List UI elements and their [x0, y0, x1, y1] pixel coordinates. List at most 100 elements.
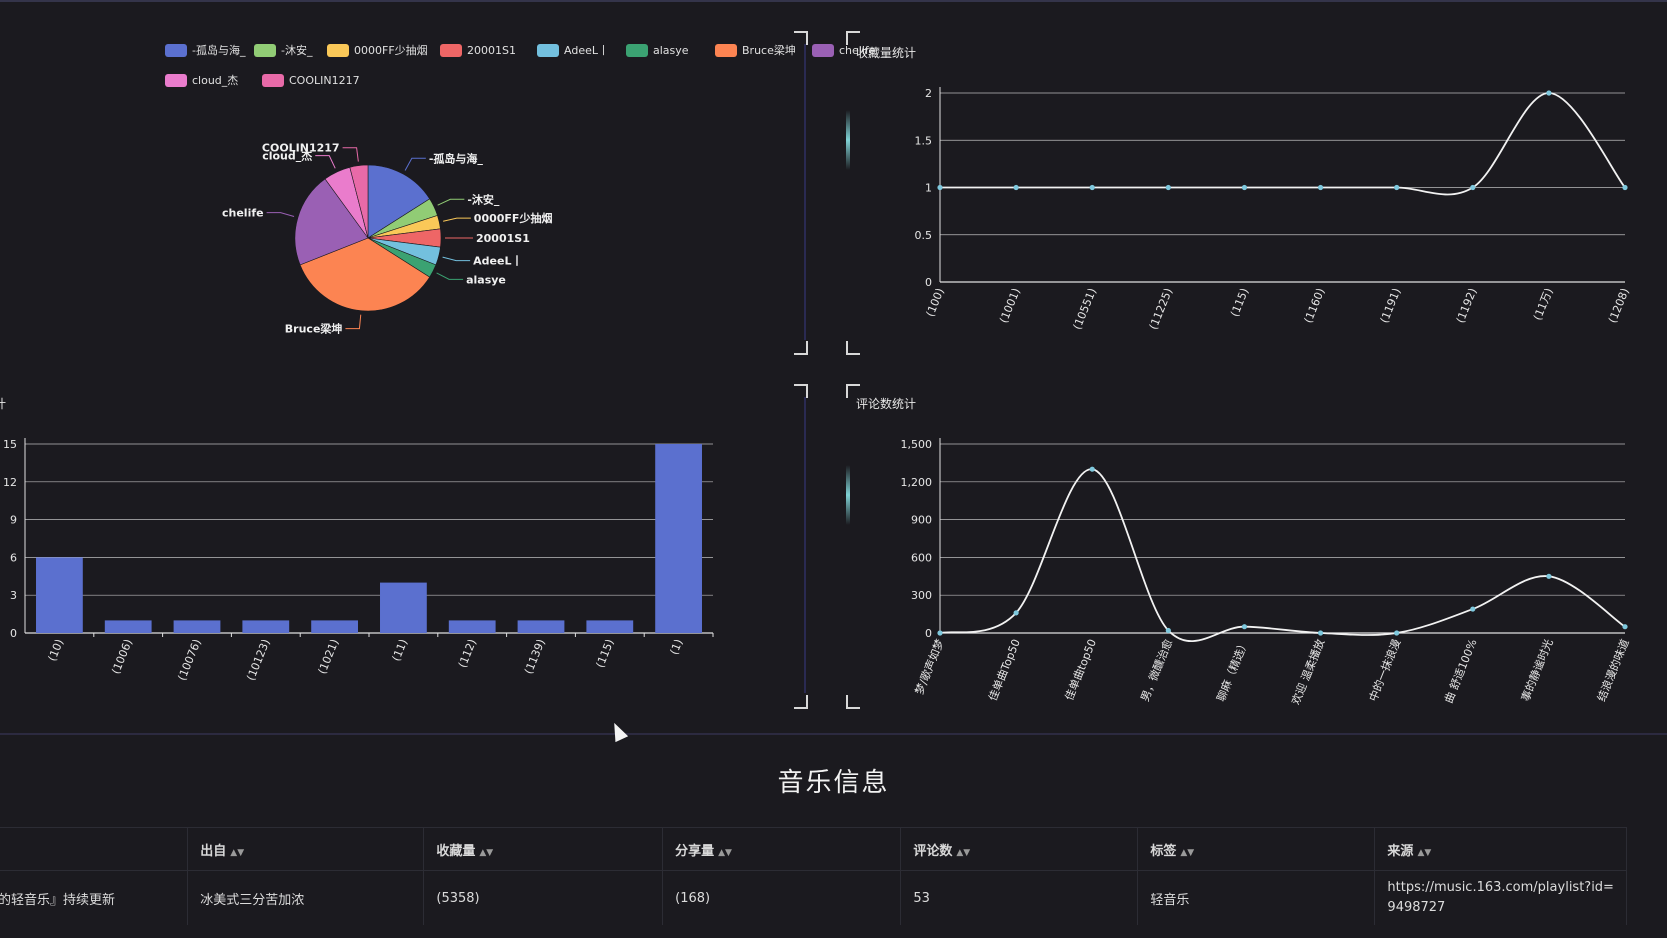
legend-swatch [262, 74, 284, 87]
sort-icon[interactable]: ▲▼ [1180, 847, 1195, 858]
column-header-name[interactable]: ▲▼ [0, 827, 189, 871]
legend-label: Bruce梁坤 [742, 43, 796, 57]
pie-slice-label: 20001S1 [476, 232, 530, 245]
bar [586, 620, 634, 633]
data-point [1394, 630, 1400, 636]
y-tick-label: 0.5 [915, 229, 933, 242]
y-tick-label: 2 [925, 87, 932, 100]
x-tick-label: (115) [1228, 286, 1251, 318]
mouse-cursor-icon [607, 719, 629, 743]
bar [380, 582, 427, 633]
data-point [1546, 573, 1552, 579]
pie-slice-label: AdeeL丨 [473, 255, 522, 268]
data-point [1470, 184, 1476, 191]
series-line [939, 468, 1626, 642]
cell-author: 冰美式三分苦加浓 [187, 870, 425, 925]
column-header-shares[interactable]: 分享量 ▲▼ [662, 827, 902, 871]
x-tick-label: 曲 舒适100% [1441, 637, 1479, 705]
x-tick-label: (1021) [316, 637, 342, 676]
frame-corner [846, 341, 860, 355]
sort-icon[interactable]: ▲▼ [1417, 847, 1432, 858]
x-tick-label: (115) [593, 637, 616, 669]
frame-corner [794, 384, 808, 398]
column-header-favorites[interactable]: 收藏量 ▲▼ [423, 827, 664, 871]
legend-label: chelife [839, 44, 876, 57]
scroll-indicator [846, 465, 850, 525]
cell-source[interactable]: https://music.163.com/playlist?id= 94987… [1374, 870, 1627, 925]
column-header-tag[interactable]: 标签 ▲▼ [1137, 827, 1376, 871]
sort-icon[interactable]: ▲▼ [479, 847, 494, 858]
pie-label-line [442, 256, 471, 262]
x-tick-label: 梦/歌声如梦 [912, 637, 947, 697]
legend-label: alasye [653, 44, 689, 57]
x-tick-label: 中的一抹浪漫 [1366, 637, 1404, 703]
favorites-chart-panel: 收藏量统计 0 0.5 1 1.5 2 (100) (1001) (10551) (11225)… [840, 0, 1667, 355]
data-point [1394, 184, 1400, 191]
legend-swatch [537, 44, 559, 57]
y-tick-label: 600 [911, 551, 932, 564]
x-tick-label: (10551) [1071, 286, 1099, 331]
x-tick-label: 事的静谧时光 [1518, 637, 1556, 703]
source-link-line[interactable]: 9498727 [1387, 900, 1446, 915]
y-tick-label: 12 [3, 476, 17, 489]
x-tick-label: (1208) [1606, 286, 1632, 325]
column-header-author[interactable]: 出自 ▲▼ [187, 827, 425, 871]
pie-label-line [342, 147, 359, 162]
bar [448, 620, 496, 633]
pie-slice-label: alasye [466, 273, 506, 286]
source-link-line[interactable]: https://music.163.com/playlist?id= [1387, 880, 1614, 895]
pie-label-line [443, 217, 471, 222]
sort-icon[interactable]: ▲▼ [718, 847, 732, 858]
column-label: 评论数 [913, 843, 953, 859]
y-tick-label: 0 [10, 627, 17, 640]
legend-swatch [440, 44, 462, 57]
data-point [1622, 624, 1628, 630]
pie-slice [294, 178, 369, 266]
data-point [1241, 184, 1248, 191]
legend-label: 20001S1 [467, 44, 516, 57]
pie-label-line [437, 198, 465, 206]
pie-label-line [404, 157, 426, 171]
x-tick-label: 结浪漫的味道 [1594, 637, 1632, 703]
pie-chart-panel: -孤岛与海_ -沐安_ 0000FF少抽烟 20001S1 AdeeL丨 alasye Br… [0, 0, 876, 355]
sort-icon[interactable]: ▲▼ [956, 847, 971, 858]
y-tick-label: 9 [10, 514, 17, 527]
pie-slice [349, 164, 369, 239]
column-header-source[interactable]: 来源 ▲▼ [1374, 827, 1627, 871]
frame-corner [794, 695, 808, 709]
x-tick-label: (1192) [1454, 286, 1480, 325]
comments-chart-title: 评论数统计 [856, 397, 917, 411]
panel-border [804, 44, 806, 340]
panel-border [804, 397, 806, 693]
comments-line-chart: 0 300 600 900 1,200 1,500 梦/歌声如梦 佳单曲Top50 佳单曲top… [901, 438, 1632, 707]
pie-slice-label: -沐安_ [467, 192, 500, 206]
pie-label-line [345, 314, 362, 330]
data-point [1165, 627, 1171, 634]
legend-label: -沐安_ [281, 43, 313, 57]
bar [655, 444, 702, 633]
x-tick-label: (1191) [1378, 286, 1404, 325]
favorites-chart-title: 收藏量统计 [856, 46, 917, 60]
pie-label-line [315, 155, 336, 169]
column-label: 来源 [1387, 843, 1414, 859]
x-tick-label: (1006) [109, 637, 135, 676]
x-tick-label: (100) [924, 286, 947, 318]
column-header-comments[interactable]: 评论数 ▲▼ [900, 827, 1139, 871]
data-point [937, 630, 943, 636]
x-tick-label: (1) [667, 637, 685, 656]
pie-slice [299, 237, 431, 312]
x-tick-label: (11225) [1147, 286, 1175, 331]
data-point [1013, 184, 1019, 191]
x-tick-label: (10123) [244, 637, 272, 682]
data-point [1317, 184, 1324, 191]
frame-corner [794, 31, 808, 45]
music-section-title: 音乐信息 [777, 768, 890, 798]
column-label: 标签 [1150, 843, 1177, 859]
legend-swatch [812, 44, 834, 57]
x-tick-label: (10) [46, 637, 67, 663]
table-row[interactable]: 喜欢的轻音乐』持续更新 冰美式三分苦加浓 (5358) (168) 53 轻音乐… [0, 870, 1627, 925]
column-label: 出自 [200, 843, 227, 859]
cell-name: 喜欢的轻音乐』持续更新 [0, 870, 189, 925]
bar [311, 620, 358, 633]
sort-icon[interactable]: ▲▼ [230, 847, 245, 858]
